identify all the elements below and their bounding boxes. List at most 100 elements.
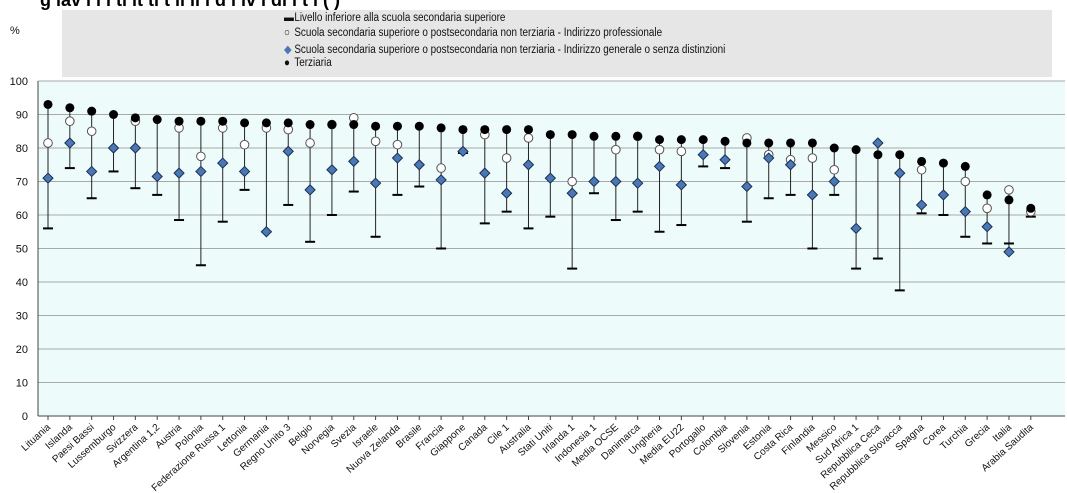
point-general (391, 152, 404, 164)
point-tertiary (349, 120, 359, 130)
point-general (915, 199, 928, 211)
point-tertiary (611, 131, 621, 141)
point-general (457, 145, 469, 158)
point-general (282, 145, 294, 158)
point-vocational (436, 163, 446, 173)
point-general (784, 159, 797, 171)
point-general (435, 174, 447, 186)
open-circle-marker-icon: ○ (284, 27, 290, 39)
point-vocational (829, 164, 840, 175)
legend-item-tertiary: ● Terziaria (284, 57, 332, 69)
point-tertiary (414, 121, 424, 131)
diamond-marker-icon: ◆ (284, 44, 292, 56)
point-vocational (567, 176, 577, 187)
legend-label: Scuola secondaria superiore o postsecond… (294, 44, 726, 56)
point-vocational (239, 139, 250, 150)
point-tertiary (502, 125, 512, 135)
point-tertiary (1004, 195, 1014, 205)
point-tertiary (65, 103, 75, 113)
point-general (217, 157, 229, 169)
point-general (653, 160, 666, 173)
point-tertiary (938, 158, 948, 168)
point-tertiary (633, 131, 643, 141)
point-tertiary (960, 161, 970, 171)
point-tertiary (458, 125, 468, 135)
legend: ▬Livello inferiore alla scuola secondari… (62, 10, 1052, 77)
point-vocational (370, 136, 381, 147)
point-tertiary (218, 116, 228, 126)
point-vocational (523, 133, 534, 143)
y-tick-label: 80 (16, 143, 28, 155)
point-general (719, 154, 731, 166)
point-general (872, 137, 884, 149)
point-tertiary (655, 135, 665, 145)
point-general (850, 222, 862, 235)
point-tertiary (261, 118, 271, 128)
point-vocational (1004, 185, 1014, 195)
point-tertiary (87, 106, 97, 116)
point-vocational (65, 116, 75, 126)
y-tick-label: 100 (10, 76, 28, 88)
point-tertiary (174, 116, 184, 126)
point-general (763, 152, 775, 164)
point-general (85, 165, 98, 178)
point-general (937, 189, 950, 201)
point-tertiary (720, 136, 730, 146)
y-tick-label: 40 (16, 277, 28, 289)
legend-label: Livello inferiore alla scuola secondaria… (294, 12, 506, 24)
point-vocational (43, 138, 53, 148)
point-tertiary (982, 190, 992, 200)
point-general (610, 175, 622, 188)
point-general (107, 142, 120, 154)
point-general (195, 165, 207, 178)
y-tick-label: 20 (16, 344, 28, 356)
point-general (544, 172, 557, 184)
legend-item-general: ◆ Scuola secondaria superiore o postsecon… (284, 42, 725, 56)
point-general (675, 179, 688, 191)
point-tertiary (523, 125, 533, 135)
point-tertiary (436, 123, 446, 133)
point-tertiary (829, 143, 839, 153)
point-general (631, 177, 644, 189)
point-general (173, 167, 185, 179)
point-tertiary (742, 138, 752, 148)
point-general (369, 177, 382, 189)
y-axis-unit: % (10, 25, 20, 37)
point-general (238, 165, 251, 178)
point-tertiary (1026, 203, 1036, 213)
point-general (129, 142, 142, 154)
point-general (1003, 246, 1015, 258)
y-tick-label: 0 (22, 411, 28, 423)
legend-label: Terziaria (294, 57, 332, 69)
point-vocational (392, 139, 403, 150)
point-general (64, 137, 76, 149)
point-vocational (305, 138, 315, 148)
point-general (806, 189, 819, 201)
point-tertiary (895, 150, 905, 160)
point-general (522, 159, 535, 171)
point-tertiary (676, 135, 686, 145)
point-tertiary (392, 121, 402, 131)
point-general (151, 170, 163, 183)
point-vocational (982, 203, 992, 214)
y-tick-label: 50 (16, 244, 28, 256)
point-vocational (807, 153, 818, 163)
y-tick-label: 70 (16, 177, 28, 189)
y-tick-label: 60 (16, 210, 28, 222)
y-tick-label: 10 (16, 378, 28, 390)
point-tertiary (873, 150, 883, 160)
point-tertiary (327, 120, 337, 130)
point-general (479, 167, 491, 179)
point-tertiary (305, 120, 315, 130)
legend-item-vocational: ○ Scuola secondaria superiore o postsecon… (284, 27, 662, 39)
point-vocational (611, 144, 621, 155)
point-general (566, 187, 578, 199)
point-general (981, 221, 993, 233)
point-vocational (86, 126, 97, 137)
point-vocational (676, 146, 687, 157)
point-general (42, 172, 54, 184)
point-vocational (196, 151, 206, 162)
point-general (959, 205, 971, 218)
point-general (500, 187, 513, 199)
point-general (326, 164, 338, 176)
